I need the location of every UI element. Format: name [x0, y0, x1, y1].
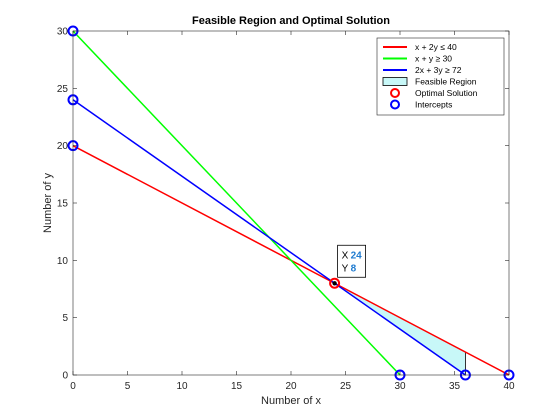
x-axis-title: Number of x: [261, 395, 321, 407]
x-tick-label: 20: [285, 381, 297, 392]
y-tick-label: 15: [57, 199, 69, 210]
y-tick-label: 30: [57, 27, 69, 38]
x-tick-label: 35: [449, 381, 461, 392]
x-tick-label: 40: [503, 381, 515, 392]
data-tip-x-label: X: [342, 250, 349, 261]
optimal-solution-legend-label: Optimal Solution: [415, 88, 478, 98]
y-tick-label: 25: [57, 84, 69, 95]
x-tick-label: 25: [340, 381, 352, 392]
data-tip[interactable]: X 24 Y 8: [338, 245, 366, 277]
x-2y-40-legend-label: x + 2y ≤ 40: [415, 42, 457, 52]
y-tick-label: 5: [62, 313, 68, 324]
x-tick-label: 10: [176, 381, 188, 392]
intercepts-legend-label: Intercepts: [415, 100, 452, 110]
x-tick-label: 0: [70, 381, 76, 392]
data-tip-anchor: [332, 281, 336, 285]
y-axis-title: Number of y: [42, 173, 54, 233]
2x-3y-72-legend-label: 2x + 3y ≥ 72: [415, 65, 462, 75]
x-y-30-legend-label: x + y ≥ 30: [415, 54, 452, 64]
y-tick-label: 10: [57, 256, 69, 267]
y-tick-label: 20: [57, 141, 69, 152]
feasible-region-legend-swatch: [383, 78, 407, 86]
x-tick-label: 15: [231, 381, 243, 392]
x-tick-label: 30: [394, 381, 406, 392]
y-tick-label: 0: [62, 371, 68, 382]
chart-title: Feasible Region and Optimal Solution: [192, 15, 390, 27]
feasible-region-legend-label: Feasible Region: [415, 77, 477, 87]
data-tip-x-value: 24: [351, 250, 363, 261]
x-tick-label: 5: [125, 381, 131, 392]
data-tip-y-label: Y: [342, 263, 349, 274]
data-tip-y-value: 8: [351, 263, 357, 274]
